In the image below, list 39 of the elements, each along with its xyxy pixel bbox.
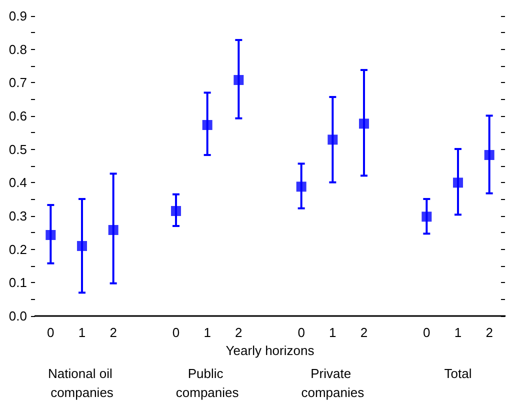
text: National oil companies (48, 366, 116, 400)
y-tick-label: 0.4 (8, 175, 27, 190)
x-tick-label: 2 (235, 325, 242, 340)
y-tick-label: 0.3 (8, 208, 27, 224)
x-tick-label: 2 (486, 325, 493, 340)
x-tick-label: 0 (47, 325, 54, 340)
y-tick-label: 0.8 (8, 42, 27, 57)
y-tick-label: 0.5 (8, 142, 27, 157)
point (234, 75, 244, 85)
x-axis-title: Yearly horizons (226, 343, 315, 358)
x-tick-label: 1 (78, 325, 86, 340)
text: Public companies (176, 366, 240, 400)
point (296, 182, 306, 192)
y-tick-label: 0.7 (8, 75, 27, 90)
text: Total (444, 366, 472, 381)
x-tick-label: 2 (360, 325, 368, 340)
x-tick-label: 1 (329, 325, 336, 340)
point (202, 120, 212, 130)
point (484, 150, 494, 160)
y-tick-label: 0.2 (8, 242, 27, 257)
x-tick-label: 2 (110, 325, 117, 340)
x-tick-label: 1 (454, 325, 462, 340)
y-tick-label: 0.6 (8, 108, 27, 124)
point (171, 206, 181, 216)
y-tick-label: 0.0 (8, 308, 27, 324)
point (359, 118, 369, 129)
x-tick-label: 0 (172, 325, 180, 340)
point (77, 241, 87, 251)
text: Private companies (301, 366, 365, 400)
x-tick-label: 0 (423, 325, 430, 340)
point (46, 230, 56, 240)
y-tick-label: 0.1 (8, 275, 27, 290)
point (108, 225, 118, 235)
point (422, 212, 432, 222)
x-tick-label: 0 (298, 325, 305, 340)
point (453, 178, 463, 188)
x-tick-label: 1 (204, 325, 211, 340)
y-tick-label: 0.9 (8, 8, 27, 24)
point (328, 134, 338, 145)
